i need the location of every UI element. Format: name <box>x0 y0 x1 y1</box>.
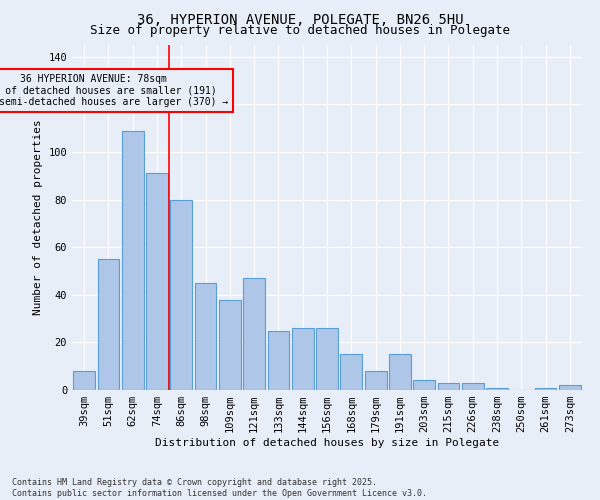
Bar <box>340 354 362 390</box>
Bar <box>194 283 217 390</box>
Y-axis label: Number of detached properties: Number of detached properties <box>33 120 43 316</box>
Text: 36, HYPERION AVENUE, POLEGATE, BN26 5HU: 36, HYPERION AVENUE, POLEGATE, BN26 5HU <box>137 12 463 26</box>
Bar <box>559 385 581 390</box>
Bar <box>389 354 411 390</box>
Text: Size of property relative to detached houses in Polegate: Size of property relative to detached ho… <box>90 24 510 37</box>
Bar <box>292 328 314 390</box>
Bar <box>437 383 460 390</box>
Bar <box>316 328 338 390</box>
Text: 36 HYPERION AVENUE: 78sqm
← 34% of detached houses are smaller (191)
65% of semi: 36 HYPERION AVENUE: 78sqm ← 34% of detac… <box>0 74 229 107</box>
Bar <box>170 200 192 390</box>
Bar <box>413 380 435 390</box>
Bar <box>486 388 508 390</box>
Bar <box>243 278 265 390</box>
Bar <box>535 388 556 390</box>
Text: Contains HM Land Registry data © Crown copyright and database right 2025.
Contai: Contains HM Land Registry data © Crown c… <box>12 478 427 498</box>
X-axis label: Distribution of detached houses by size in Polegate: Distribution of detached houses by size … <box>155 438 499 448</box>
Bar <box>122 130 143 390</box>
Bar <box>365 371 386 390</box>
Bar <box>73 371 95 390</box>
Bar <box>219 300 241 390</box>
Bar <box>97 259 119 390</box>
Bar <box>268 330 289 390</box>
Bar <box>462 383 484 390</box>
Bar <box>146 174 168 390</box>
